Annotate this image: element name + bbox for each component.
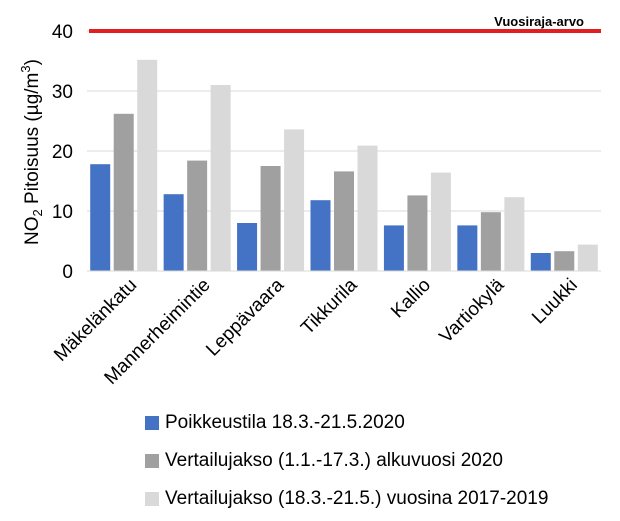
y-tick-label: 0	[62, 262, 73, 283]
legend-label: Vertailujakso (1.1.-17.3.) alkuvuosi 202…	[165, 450, 503, 471]
bar	[137, 59, 158, 271]
bar	[457, 225, 478, 271]
y-tick-label: 40	[52, 22, 73, 43]
bar	[90, 164, 111, 271]
bar	[530, 253, 551, 271]
legend-label: Poikkeustila 18.3.-21.5.2020	[165, 412, 405, 433]
x-tick-label: Tikkurila	[297, 274, 362, 339]
legend-label: Vertailujakso (18.3.-21.5.) vuosina 2017…	[165, 488, 549, 509]
bar	[577, 244, 598, 271]
reference-line-group: Vuosiraja-arvo	[89, 14, 601, 33]
bar	[210, 85, 231, 271]
y-tick-labels: 0 10 20 30 40	[52, 22, 73, 283]
x-tick-label: Kallio	[387, 275, 435, 323]
bar	[430, 172, 451, 271]
bar	[554, 251, 575, 271]
legend-item: Vertailujakso (18.3.-21.5.) vuosina 2017…	[145, 480, 548, 518]
legend-swatch	[145, 416, 159, 430]
bar	[407, 195, 428, 271]
y-tick-label: 30	[52, 82, 73, 103]
bar	[504, 197, 525, 271]
bar	[284, 129, 305, 271]
reference-line-label: Vuosiraja-arvo	[494, 14, 584, 29]
y-tick-label: 20	[52, 142, 73, 163]
x-tick-label: Vartiokylä	[436, 274, 509, 347]
bar	[187, 160, 208, 271]
bar	[260, 166, 281, 271]
x-tick-label: Leppävaara	[202, 274, 288, 360]
bar	[237, 223, 258, 271]
x-tick-label: Luukki	[528, 275, 582, 329]
legend-item: Vertailujakso (1.1.-17.3.) alkuvuosi 202…	[145, 442, 548, 480]
bar	[310, 200, 331, 271]
legend-swatch	[145, 492, 159, 506]
y-axis-label: NO2 Pitoisuus (µg/m3)	[18, 59, 45, 245]
bar	[480, 212, 501, 271]
legend-item: Poikkeustila 18.3.-21.5.2020	[145, 404, 548, 442]
bar	[383, 225, 404, 271]
y-tick-label: 10	[52, 202, 73, 223]
bar	[357, 145, 378, 271]
legend-swatch	[145, 454, 159, 468]
legend: Poikkeustila 18.3.-21.5.2020 Vertailujaks…	[145, 404, 548, 518]
bars	[90, 59, 598, 271]
bar	[163, 194, 184, 271]
bar	[334, 171, 354, 271]
bar	[113, 113, 134, 271]
